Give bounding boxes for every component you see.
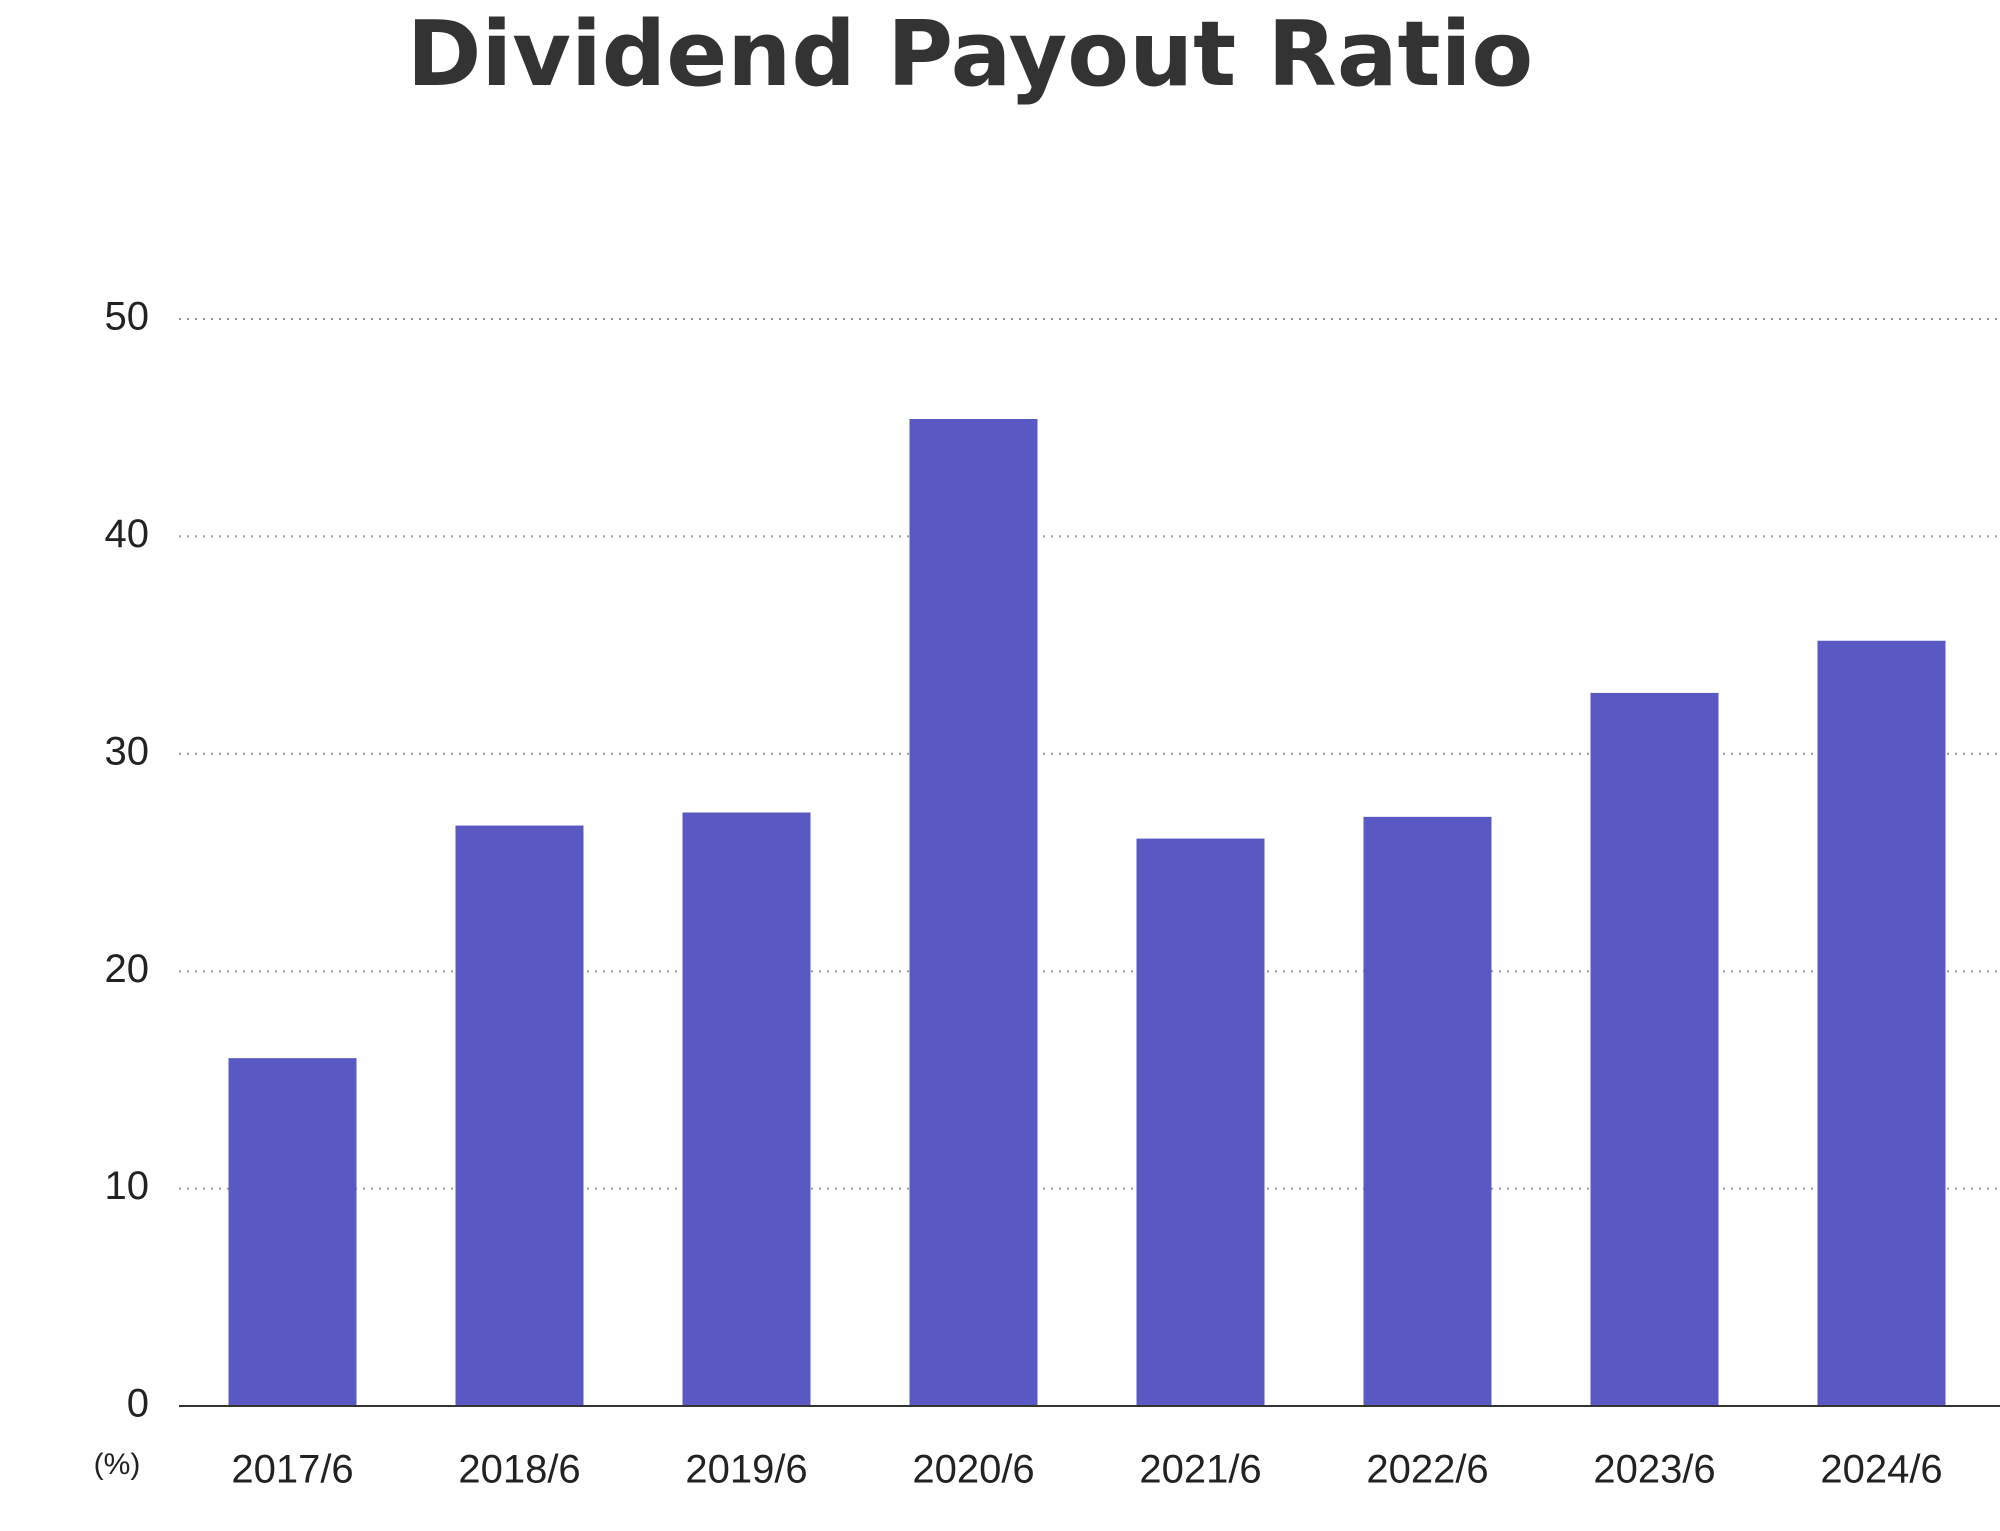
chart-title: Dividend Payout Ratio bbox=[407, 2, 1534, 107]
bar bbox=[1136, 838, 1265, 1406]
bar bbox=[1817, 640, 1946, 1406]
x-tick-label: 2019/6 bbox=[685, 1448, 807, 1492]
y-tick-label: 50 bbox=[105, 295, 150, 339]
bar bbox=[228, 1058, 357, 1406]
bar bbox=[682, 812, 811, 1406]
x-tick-label: 2023/6 bbox=[1593, 1448, 1715, 1492]
x-tick-label: 2024/6 bbox=[1820, 1448, 1942, 1492]
y-axis-unit: (%) bbox=[94, 1448, 141, 1481]
y-tick-label: 40 bbox=[105, 512, 150, 556]
x-tick-label: 2017/6 bbox=[231, 1448, 353, 1492]
bar bbox=[1363, 816, 1492, 1406]
bar bbox=[909, 419, 1038, 1406]
y-tick-label: 30 bbox=[105, 729, 150, 773]
x-tick-label: 2018/6 bbox=[458, 1448, 580, 1492]
y-tick-label: 0 bbox=[127, 1382, 149, 1426]
x-tick-label: 2020/6 bbox=[912, 1448, 1034, 1492]
bar bbox=[455, 825, 584, 1406]
bar bbox=[1590, 692, 1719, 1406]
x-tick-label: 2021/6 bbox=[1139, 1448, 1261, 1492]
y-tick-label: 20 bbox=[105, 947, 150, 991]
y-tick-label: 10 bbox=[105, 1164, 150, 1208]
x-tick-label: 2022/6 bbox=[1366, 1448, 1488, 1492]
